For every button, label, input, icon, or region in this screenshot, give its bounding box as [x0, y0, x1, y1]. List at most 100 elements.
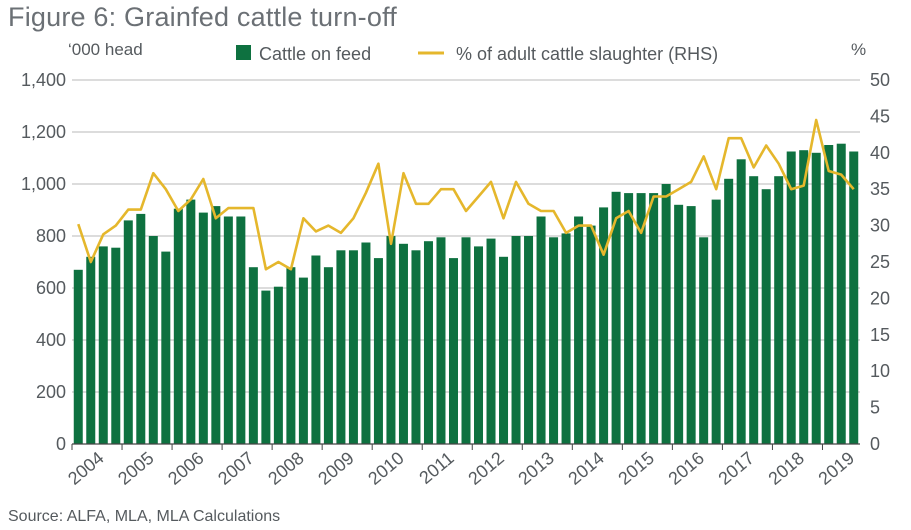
right-tick-label: 40 — [870, 143, 890, 163]
right-tick-label: 15 — [870, 325, 890, 345]
bar — [186, 199, 196, 444]
bar — [599, 207, 609, 444]
series-line — [77, 118, 855, 271]
legend-label-bars: Cattle on feed — [259, 44, 371, 64]
x-tick-label: 2014 — [564, 448, 608, 489]
right-tick-label: 20 — [870, 288, 890, 308]
bar — [511, 236, 521, 444]
x-tick-label: 2019 — [815, 448, 859, 489]
bar — [273, 286, 283, 444]
bar — [386, 236, 396, 444]
right-tick-label: 5 — [870, 398, 880, 418]
legend-label-line: % of adult cattle slaughter (RHS) — [456, 44, 718, 64]
x-tick-label: 2016 — [664, 448, 708, 489]
bar — [136, 213, 146, 444]
line-series — [77, 118, 855, 271]
bar — [761, 189, 771, 444]
left-axis-label: ‘000 head — [68, 40, 143, 59]
left-tick-label: 1,000 — [21, 174, 66, 194]
bar — [649, 193, 659, 444]
source-note: Source: ALFA, MLA, MLA Calculations — [8, 508, 281, 525]
bar — [248, 267, 258, 444]
chart-title: Figure 6: Grainfed cattle turn-off — [8, 2, 397, 32]
bar — [611, 191, 621, 444]
bar — [73, 269, 83, 444]
right-tick-label: 25 — [870, 252, 890, 272]
right-axis-label: % — [851, 40, 867, 59]
bar — [373, 258, 383, 444]
left-tick-label: 1,400 — [21, 70, 66, 90]
bar — [774, 176, 784, 444]
x-tick-label: 2006 — [164, 448, 208, 489]
bar — [624, 193, 634, 444]
x-tick-label: 2011 — [415, 448, 458, 488]
bar — [661, 184, 671, 444]
bar — [361, 242, 371, 444]
bar — [749, 176, 759, 444]
x-tick-label: 2008 — [264, 448, 308, 489]
bar — [448, 258, 458, 444]
right-tick-label: 50 — [870, 70, 890, 90]
bar — [173, 208, 183, 444]
left-tick-label: 1,200 — [21, 122, 66, 142]
x-tick-label: 2010 — [364, 448, 408, 489]
bar — [824, 145, 834, 444]
bar — [236, 216, 246, 444]
bar — [261, 290, 271, 444]
bar — [286, 267, 296, 444]
bar — [574, 216, 584, 444]
left-tick-label: 200 — [36, 382, 66, 402]
bar — [161, 251, 171, 444]
bar — [674, 204, 684, 444]
right-tick-label: 45 — [870, 106, 890, 126]
bar — [98, 246, 108, 444]
bar — [499, 256, 509, 444]
bar — [811, 152, 821, 445]
x-tick-label: 2005 — [114, 448, 158, 489]
bar — [348, 250, 358, 444]
bar-series — [73, 143, 859, 445]
bar — [836, 143, 846, 444]
bar — [398, 243, 408, 444]
bar — [799, 150, 809, 444]
bar — [123, 220, 133, 444]
bar — [198, 212, 208, 444]
bar — [486, 238, 496, 444]
x-tick-label: 2013 — [514, 448, 558, 489]
bar — [461, 237, 471, 444]
left-tick-label: 800 — [36, 226, 66, 246]
bar — [411, 250, 421, 444]
bar — [549, 237, 559, 444]
bar — [336, 250, 346, 444]
left-tick-label: 400 — [36, 330, 66, 350]
x-tick-label: 2007 — [214, 448, 258, 489]
bar — [323, 267, 333, 444]
legend-swatch-bars — [236, 45, 251, 60]
x-tick-label: 2018 — [764, 448, 808, 489]
bar — [636, 193, 646, 444]
bar — [311, 255, 321, 444]
bar — [711, 199, 721, 444]
bar — [724, 178, 734, 445]
bar — [536, 216, 546, 444]
bar — [686, 206, 696, 444]
bar — [211, 206, 221, 444]
bar — [298, 277, 308, 444]
bar — [736, 159, 746, 445]
bar — [474, 246, 484, 444]
left-tick-label: 0 — [56, 434, 66, 454]
left-tick-label: 600 — [36, 278, 66, 298]
bar — [524, 236, 534, 444]
x-tick-label: 2017 — [714, 448, 758, 489]
right-tick-label: 10 — [870, 361, 890, 381]
legend: Cattle on feed % of adult cattle slaughte… — [236, 44, 718, 64]
bar — [223, 216, 233, 444]
bar — [86, 256, 96, 444]
bar — [699, 237, 709, 444]
bar — [786, 151, 796, 444]
bar — [436, 237, 446, 444]
x-tick-label: 2012 — [464, 448, 508, 489]
bar — [561, 233, 571, 444]
x-tick-label: 2009 — [314, 448, 358, 489]
